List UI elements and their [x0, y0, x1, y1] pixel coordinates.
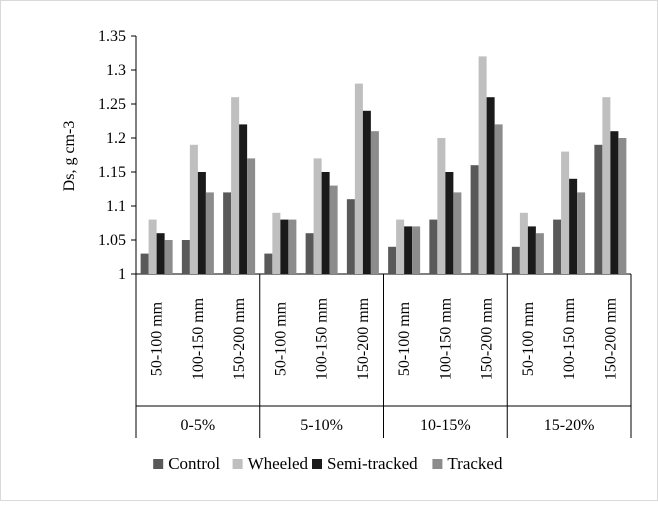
bar-semi-tracked — [280, 219, 289, 274]
bar-tracked — [329, 185, 338, 274]
bar-control — [305, 233, 314, 274]
legend-label: Tracked — [447, 454, 503, 473]
bar-tracked — [288, 219, 297, 274]
bar-wheeled — [272, 212, 281, 274]
x-category-label: 100-150 mm — [190, 297, 207, 380]
bar-wheeled — [148, 219, 157, 274]
bar-tracked — [205, 192, 214, 274]
bar-wheeled — [354, 83, 363, 274]
bar-semi-tracked — [362, 110, 371, 274]
y-tick-label: 1.3 — [106, 62, 126, 79]
bar-tracked — [577, 192, 586, 274]
legend-label: Control — [168, 454, 220, 473]
bar-control — [181, 240, 190, 274]
y-tick-label: 1.1 — [106, 198, 126, 215]
bar-tracked — [370, 131, 379, 274]
bar-tracked — [247, 158, 256, 274]
legend-label: Semi-tracked — [327, 454, 418, 473]
y-tick-label: 1.2 — [106, 130, 126, 147]
legend-swatch — [432, 459, 443, 469]
x-category-label: 50-100 mm — [520, 301, 537, 376]
bar-control — [470, 165, 479, 274]
bar-control — [511, 246, 520, 274]
bar-wheeled — [561, 151, 570, 274]
bar-control — [223, 192, 232, 274]
bar-semi-tracked — [197, 172, 206, 274]
y-tick-label: 1.25 — [98, 96, 126, 113]
y-axis-label: Ds, g cm-3 — [61, 121, 78, 192]
bar-semi-tracked — [486, 97, 495, 274]
x-category-label: 100-150 mm — [437, 297, 454, 380]
bar-semi-tracked — [239, 124, 248, 275]
bar-semi-tracked — [610, 131, 619, 274]
bar-semi-tracked — [321, 172, 330, 274]
legend-label: Wheeled — [248, 454, 309, 473]
x-category-label: 50-100 mm — [272, 301, 289, 376]
bar-control — [264, 253, 273, 274]
y-tick-label: 1.05 — [98, 232, 126, 249]
x-category-label: 100-150 mm — [561, 297, 578, 380]
x-category-label: 50-100 mm — [396, 301, 413, 376]
bar-wheeled — [231, 97, 240, 274]
legend-swatch — [312, 459, 322, 469]
legend-swatch — [153, 459, 164, 469]
bar-semi-tracked — [404, 226, 413, 274]
bar-control — [594, 144, 603, 274]
bar-control — [429, 219, 438, 274]
bar-wheeled — [396, 219, 405, 274]
y-tick-label: 1.35 — [98, 28, 126, 45]
x-category-label: 150-200 mm — [355, 297, 372, 380]
x-category-label: 150-200 mm — [479, 297, 496, 380]
bar-tracked — [412, 226, 421, 274]
x-group-label: 15-20% — [544, 417, 595, 434]
x-group-label: 0-5% — [181, 417, 216, 434]
bar-wheeled — [437, 138, 446, 274]
bar-semi-tracked — [445, 172, 454, 274]
bar-control — [346, 199, 355, 274]
x-category-label: 50-100 mm — [149, 301, 166, 376]
bar-semi-tracked — [156, 233, 165, 274]
x-category-label: 100-150 mm — [314, 297, 331, 380]
bar-wheeled — [189, 144, 198, 274]
bar-control — [553, 219, 562, 274]
y-tick-label: 1.15 — [98, 164, 126, 181]
bar-control — [140, 253, 149, 274]
bar-tracked — [453, 192, 462, 274]
x-category-label: 150-200 mm — [602, 297, 619, 380]
bar-semi-tracked — [569, 178, 578, 274]
bar-tracked — [618, 138, 627, 274]
x-category-label: 150-200 mm — [231, 297, 248, 380]
bar-wheeled — [519, 212, 528, 274]
x-group-label: 10-15% — [420, 417, 471, 434]
legend-swatch — [232, 459, 243, 469]
bar-wheeled — [478, 56, 487, 275]
bar-tracked — [164, 240, 173, 274]
x-group-label: 5-10% — [300, 417, 343, 434]
bar-tracked — [535, 233, 544, 274]
bar-wheeled — [602, 97, 611, 274]
bar-tracked — [494, 124, 503, 275]
bar-semi-tracked — [527, 226, 536, 274]
bar-control — [388, 246, 397, 274]
bar-wheeled — [313, 158, 322, 274]
y-tick-label: 1 — [118, 266, 126, 283]
